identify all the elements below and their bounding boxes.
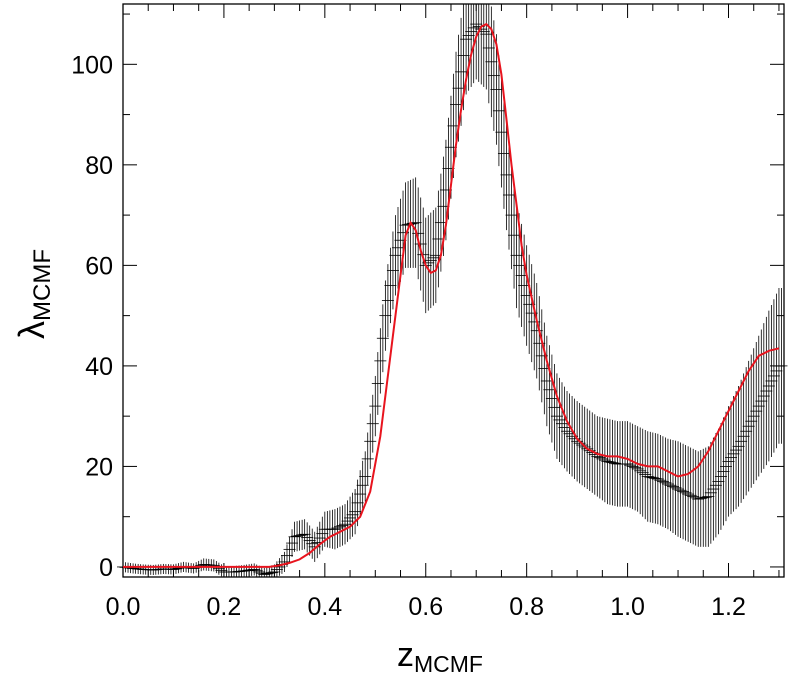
- errorbar-series: [117, 4, 788, 577]
- x-tick-label: 0.0: [106, 593, 141, 621]
- y-tick-label: 20: [85, 453, 113, 481]
- y-tick-label: 0: [99, 554, 113, 582]
- plot-frame: [122, 3, 785, 578]
- y-tick-label: 100: [71, 51, 113, 79]
- x-tick-labels: 0.0 0.2 0.4 0.6 0.8 1.0 1.2: [106, 593, 746, 621]
- x-tick-label: 0.4: [307, 593, 342, 621]
- fit-line: [123, 22, 780, 568]
- y-tick-labels: 0 20 40 60 80 100: [71, 51, 113, 582]
- y-axis-title: λMCMF: [11, 249, 56, 339]
- x-tick-label: 1.2: [711, 593, 746, 621]
- y-axis-title-main: λ: [11, 321, 52, 339]
- y-tick-label: 60: [85, 252, 113, 280]
- y-tick-label: 40: [85, 353, 113, 381]
- axis-ticks: [122, 4, 784, 577]
- y-axis-title-sub: MCMF: [29, 249, 56, 321]
- x-axis-title: zMCMF: [397, 636, 483, 676]
- x-tick-label: 0.2: [207, 593, 242, 621]
- y-tick-label: 80: [85, 152, 113, 180]
- x-tick-label: 0.6: [408, 593, 443, 621]
- x-tick-label: 1.0: [610, 593, 645, 621]
- x-tick-label: 0.8: [509, 593, 544, 621]
- x-axis-title-main: z: [397, 636, 414, 674]
- x-axis-title-sub: MCMF: [414, 651, 483, 676]
